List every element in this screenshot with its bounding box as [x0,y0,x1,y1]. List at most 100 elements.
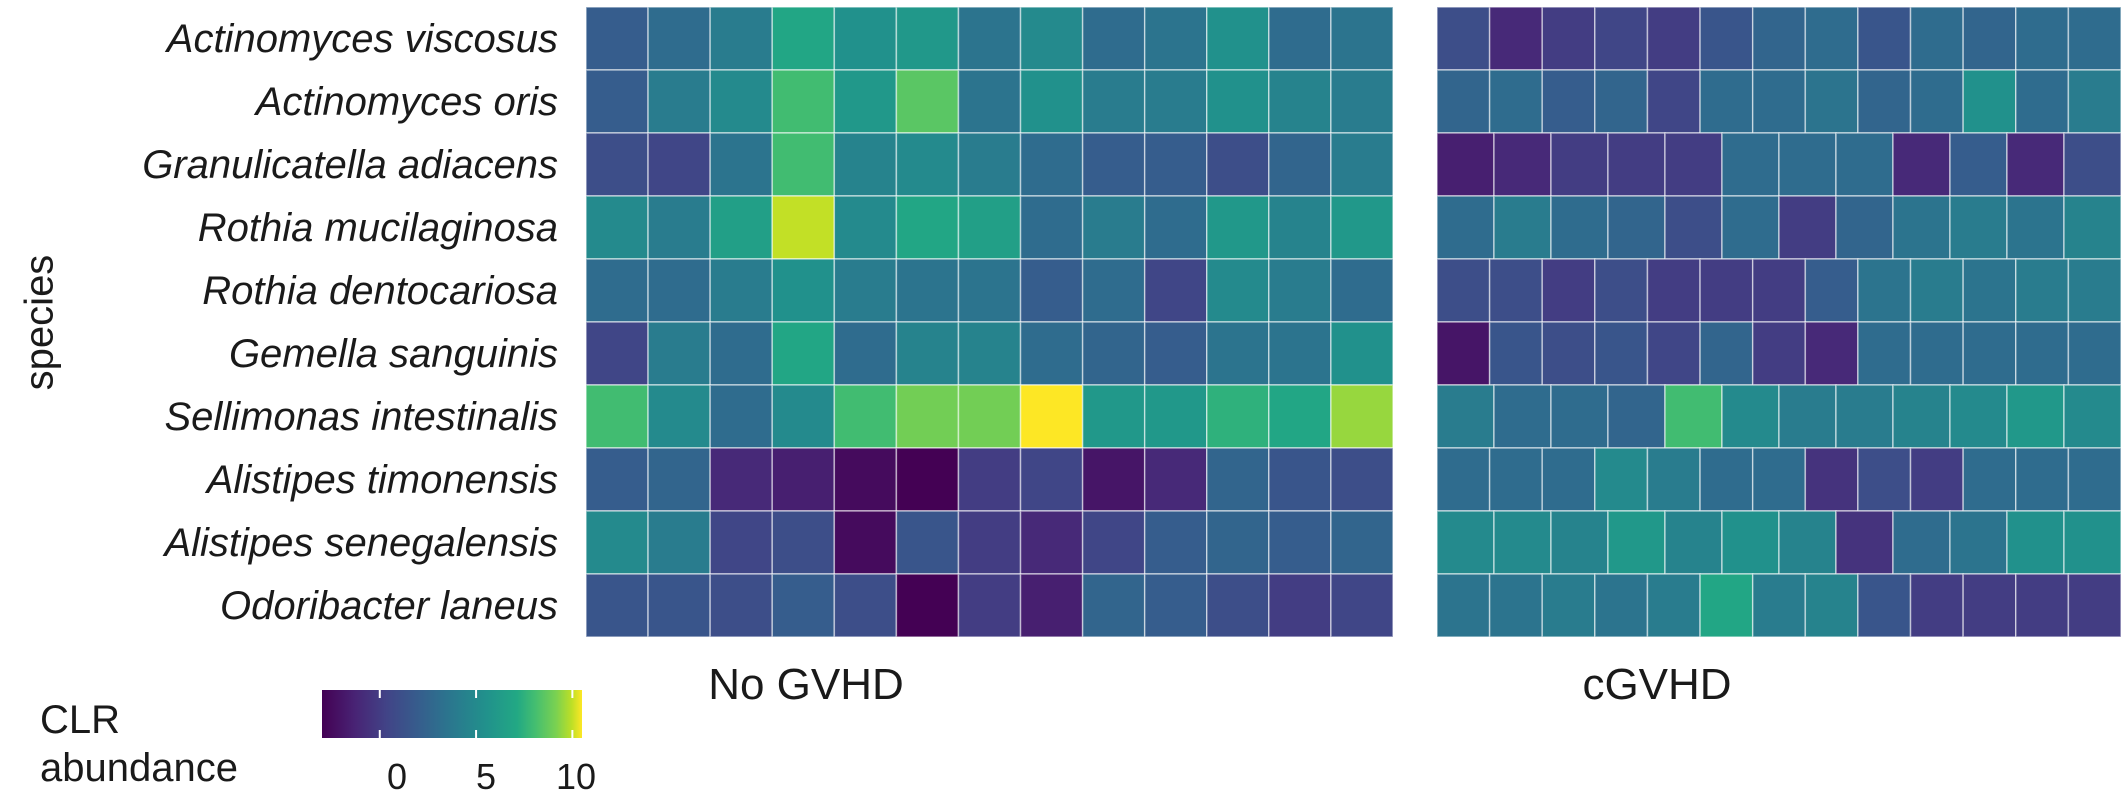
heatmap-cell [1909,6,1964,71]
heatmap-cell [1664,510,1723,575]
heatmap-cell [1143,195,1208,260]
heatmap-cell [771,69,836,134]
heatmap-cell [2006,132,2065,197]
heatmap-cell [1857,573,1912,638]
heatmap-cell [2063,132,2122,197]
heatmap-cell [647,69,711,134]
heatmap-cell [895,6,960,71]
heatmap-cell [1721,384,1780,449]
heatmap-cell [1835,132,1894,197]
heatmap-cell [1019,258,1084,323]
heatmap-cell [709,321,773,386]
heatmap-cell [1721,195,1780,260]
heatmap-cell [1143,258,1208,323]
heatmap-cell [1909,321,1964,386]
heatmap-cell [1664,195,1723,260]
heatmap-cell [709,132,773,197]
heatmap-cell [1909,69,1964,134]
heatmap-cell [833,258,898,323]
heatmap-cell [771,447,836,512]
heatmap-cell [2006,195,2065,260]
heatmap-cell [1436,510,1495,575]
heatmap-cell [647,258,711,323]
heatmap-cell [1594,69,1649,134]
heatmap-cell [1541,258,1596,323]
heatmap-cell [1857,6,1912,71]
heatmap-cell [1206,132,1270,197]
heatmap-cell [1436,195,1495,260]
heatmap-cell [1268,573,1332,638]
heatmap-cell [771,195,836,260]
heatmap-cell [1550,510,1609,575]
heatmap-cell [1206,258,1270,323]
heatmap-cell [1493,132,1552,197]
heatmap-cell [1892,510,1951,575]
heatmap-cell [833,384,898,449]
heatmap-cell [1699,573,1754,638]
heatmap-cell [1330,195,1394,260]
heatmap-cell [1804,69,1859,134]
heatmap-cell [1206,573,1270,638]
heatmap-cell [1081,132,1146,197]
heatmap-cell [1330,258,1394,323]
heatmap-cell [1143,132,1208,197]
heatmap-cell [1778,195,1837,260]
heatmap-cell [1699,447,1754,512]
heatmap-cell [1019,510,1084,575]
heatmap-cell [2015,447,2070,512]
heatmap-cell [1646,258,1701,323]
species-label: Sellimonas intestinalis [164,394,558,439]
species-label: Alistipes senegalensis [164,520,558,565]
heatmap-cell [1607,132,1666,197]
heatmap-cell [1607,195,1666,260]
heatmap-cell [1330,384,1394,449]
heatmap-cell [1550,195,1609,260]
heatmap-cell [1646,6,1701,71]
heatmap-cell [1909,258,1964,323]
heatmap-cell [1892,195,1951,260]
heatmap-cell [1835,384,1894,449]
heatmap-cell [957,132,1022,197]
heatmap-cell [1751,321,1807,386]
heatmap-cell [1143,447,1208,512]
heatmap-cell [585,447,649,512]
heatmap-cell [1778,132,1837,197]
heatmap-cell [895,132,960,197]
heatmap-cell [1962,321,2017,386]
heatmap-cell [709,510,773,575]
heatmap-cell [833,573,898,638]
heatmap-cell [1019,447,1084,512]
species-label: Actinomyces oris [255,79,558,124]
heatmap-cell [1268,510,1332,575]
heatmap-cell [833,447,898,512]
heatmap-cell [1206,195,1270,260]
heatmap-cell [1646,69,1701,134]
heatmap-cell [1081,573,1146,638]
heatmap-cell [957,573,1022,638]
heatmap-cell [647,321,711,386]
heatmap-cell [2067,69,2122,134]
heatmap-cell [895,573,960,638]
heatmap-cell [1206,384,1270,449]
heatmap-cell [1699,321,1754,386]
heatmap-cell [1330,573,1394,638]
legend-colorbar [322,690,582,738]
heatmap-cell [1436,132,1495,197]
heatmap-cell [957,195,1022,260]
heatmap-cell [1488,447,1543,512]
legend-tick-label: 10 [555,756,597,797]
heatmap-cell [1594,321,1649,386]
heatmap-cell [1664,384,1723,449]
heatmap-cell [1804,258,1859,323]
heatmap-cell [2063,384,2122,449]
heatmap-cell [1436,447,1491,512]
heatmap-cell [1330,321,1394,386]
heatmap-cell [895,195,960,260]
heatmap-cell [1962,69,2017,134]
heatmap-cell [709,447,773,512]
heatmap-cell [1594,258,1649,323]
heatmap-cell [1804,573,1859,638]
heatmap-cell [1541,447,1596,512]
heatmap-cell [957,321,1022,386]
heatmap-cell [585,132,649,197]
